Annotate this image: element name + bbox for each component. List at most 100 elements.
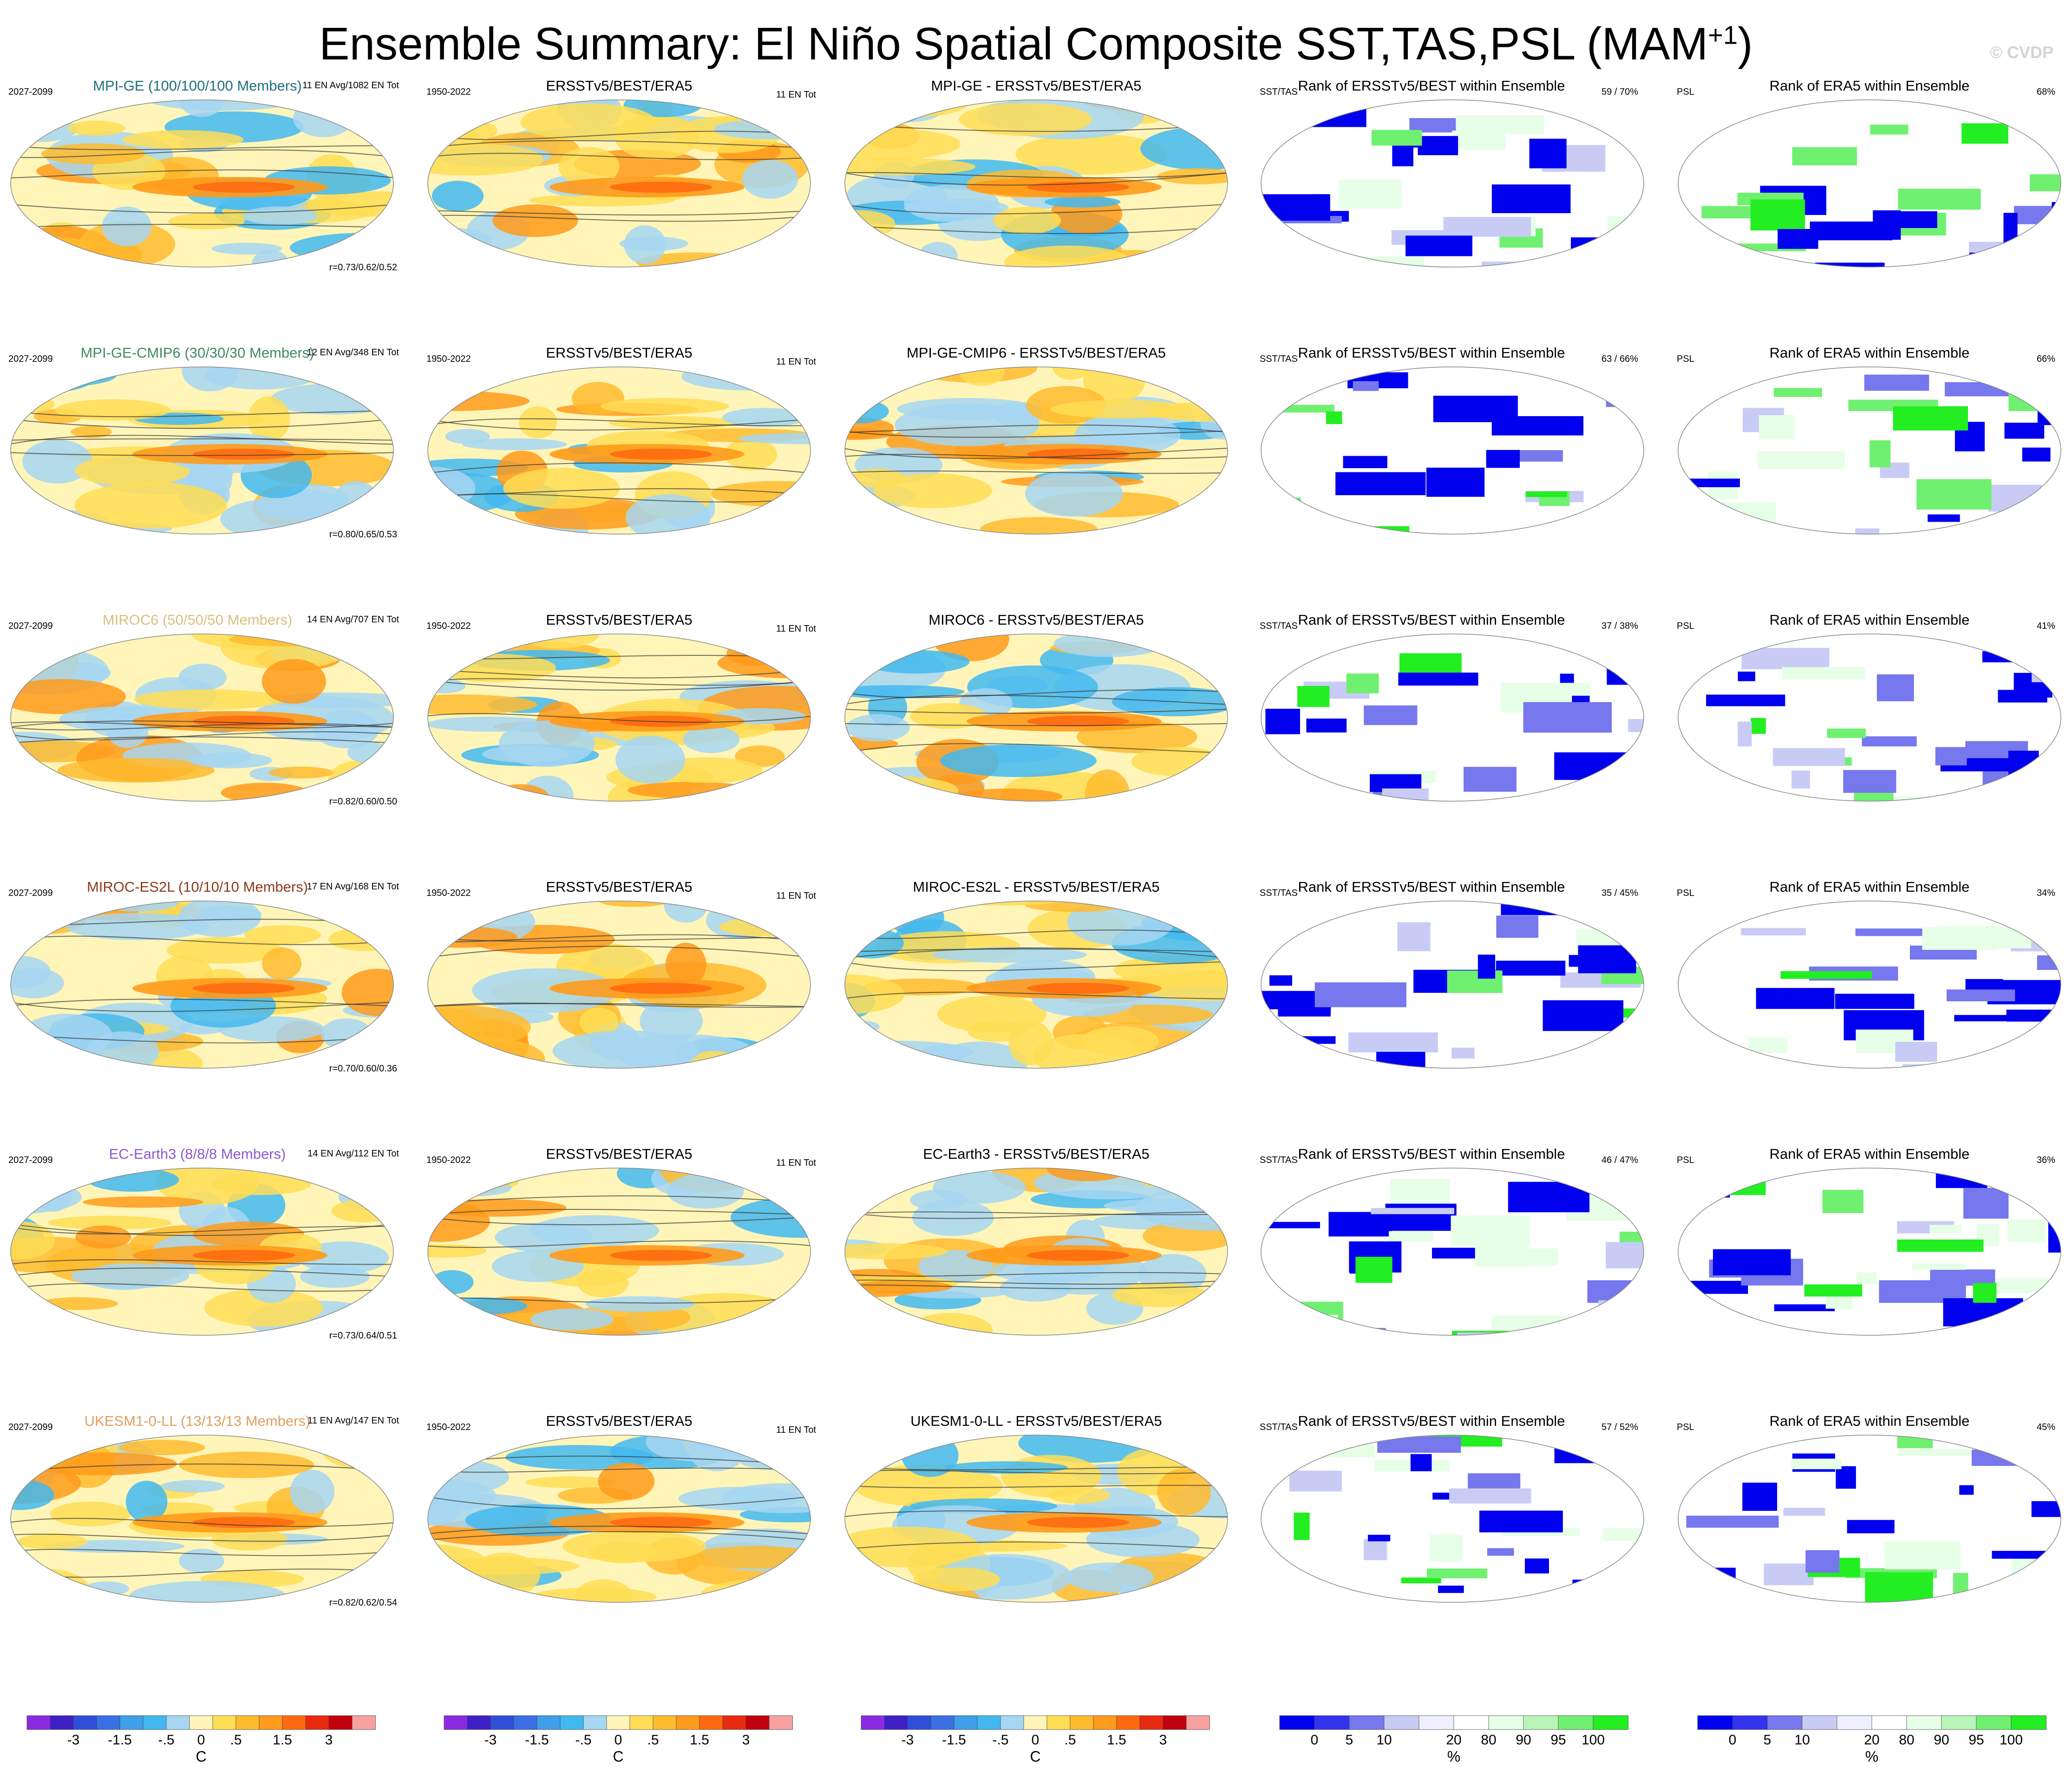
difference-map-3 (844, 901, 1228, 1069)
observed-years-5: 1950-2022 (426, 1422, 471, 1432)
colorbar-label: -.5 (575, 1732, 592, 1748)
rank-psl-title-3: Rank of ERA5 within Ensemble (1769, 879, 1970, 895)
colorbar-swatch (1070, 1715, 1094, 1730)
colorbar-swatch (1418, 1715, 1454, 1730)
rank-sst-map-2 (1261, 633, 1644, 802)
colorbar-label: 0 (1031, 1732, 1039, 1748)
colorbar-swatch (1023, 1715, 1047, 1730)
difference-map-5 (844, 1435, 1228, 1603)
colorbar-swatch (352, 1715, 376, 1730)
colorbar-swatch (884, 1715, 908, 1730)
colorbar-swatch (50, 1715, 74, 1730)
observed-map-1 (427, 366, 811, 535)
observed-map-2 (427, 633, 811, 802)
observed-map-3 (427, 901, 811, 1069)
colorbar-swatch (653, 1715, 677, 1730)
colorbar-swatch (143, 1715, 167, 1730)
rank-sst-map-3 (1261, 901, 1644, 1069)
colorbar-label: 1.5 (690, 1732, 709, 1748)
rank-psl-value-5: 45% (2036, 1422, 2055, 1432)
model-title-0: MPI-GE (100/100/100 Members) (93, 78, 302, 94)
colorbar-swatch (977, 1715, 1001, 1730)
colorbar-swatch (722, 1715, 746, 1730)
difference-map-2 (844, 633, 1228, 802)
colorbar-swatch (305, 1715, 329, 1730)
ensemble-count-3: 17 EN Avg/168 EN Tot (307, 881, 399, 892)
ensemble-map-3 (10, 901, 394, 1069)
rank-sst-tag-1: SST/TAS (1260, 354, 1298, 364)
colorbar-swatch (676, 1715, 700, 1730)
colorbar-swatch (1976, 1715, 2012, 1730)
colorbar-label: -.5 (158, 1732, 175, 1748)
colorbar-unit: C (1030, 1748, 1041, 1765)
ensemble-years-5: 2027-2099 (8, 1422, 53, 1432)
observed-title-0: ERSSTv5/BEST/ERA5 (546, 78, 693, 94)
rank-psl-tag-5: PSL (1677, 1422, 1694, 1432)
colorbar-swatch (212, 1715, 236, 1730)
ensemble-map-0 (10, 99, 394, 268)
colorbar-swatch (954, 1715, 978, 1730)
observed-title-4: ERSSTv5/BEST/ERA5 (546, 1146, 693, 1162)
observed-years-3: 1950-2022 (426, 888, 471, 898)
colorbar-label: 10 (1376, 1732, 1392, 1748)
colorbar-label: 0 (1728, 1732, 1737, 1748)
colorbar-swatch (1116, 1715, 1140, 1730)
colorbar-swatch (583, 1715, 607, 1730)
rank-sst-map-1 (1261, 366, 1644, 535)
difference-title-2: MIROC6 - ERSSTv5/BEST/ERA5 (928, 612, 1144, 628)
colorbar-swatch (328, 1715, 353, 1730)
colorbar-label: 100 (1999, 1732, 2023, 1748)
rank-psl-map-0 (1678, 99, 2061, 268)
colorbar-unit: % (1865, 1748, 1879, 1765)
colorbar-swatch (1488, 1715, 1524, 1730)
colorbar-swatch (119, 1715, 144, 1730)
difference-map-0 (844, 99, 1228, 268)
rank-psl-tag-0: PSL (1677, 87, 1694, 97)
rank-sst-map-5 (1261, 1435, 1644, 1603)
rank-sst-tag-0: SST/TAS (1260, 87, 1298, 97)
rank-psl-title-2: Rank of ERA5 within Ensemble (1769, 612, 1970, 628)
title-close: ) (1738, 18, 1753, 69)
difference-map-4 (844, 1168, 1228, 1336)
rank-sst-title-5: Rank of ERSSTv5/BEST within Ensemble (1298, 1413, 1565, 1429)
colorbar-swatch (1871, 1715, 1907, 1730)
colorbar-swatch (606, 1715, 630, 1730)
colorbar-label: 0 (1310, 1732, 1319, 1748)
observed-title-3: ERSSTv5/BEST/ERA5 (546, 879, 693, 895)
observed-count-0: 11 EN Tot (776, 90, 816, 100)
ensemble-count-1: 12 EN Avg/348 EN Tot (307, 347, 399, 358)
colorbar-swatch (513, 1715, 537, 1730)
rank-sst-map-4 (1261, 1168, 1644, 1336)
colorbar-swatch (1906, 1715, 1942, 1730)
observed-title-1: ERSSTv5/BEST/ERA5 (546, 345, 693, 361)
colorbar-label: -3 (67, 1732, 80, 1748)
colorbar-label: -1.5 (525, 1732, 549, 1748)
colorbar-unit: % (1447, 1748, 1461, 1765)
page-title: Ensemble Summary: El Niño Spatial Compos… (0, 18, 2072, 70)
colorbar-swatch (1000, 1715, 1024, 1730)
model-title-1: MPI-GE-CMIP6 (30/30/30 Members) (80, 345, 314, 361)
colorbar-label: 20 (1446, 1732, 1462, 1748)
rank-psl-value-2: 41% (2036, 621, 2055, 631)
observed-map-5 (427, 1435, 811, 1603)
rank-psl-map-2 (1678, 633, 2061, 802)
rank-sst-title-3: Rank of ERSSTv5/BEST within Ensemble (1298, 879, 1565, 895)
colorbar-swatch (467, 1715, 491, 1730)
colorbar-swatch (1941, 1715, 1977, 1730)
colorbar-swatch (745, 1715, 770, 1730)
ensemble-map-1 (10, 366, 394, 535)
colorbar-swatch (1802, 1715, 1837, 1730)
colorbar-label: .5 (1064, 1732, 1076, 1748)
difference-title-4: EC-Earth3 - ERSSTv5/BEST/ERA5 (923, 1146, 1150, 1162)
pattern-correlation-0: r=0.73/0.62/0.52 (329, 262, 397, 273)
colorbar-swatch (1837, 1715, 1872, 1730)
rank-sst-value-4: 46 / 47% (1601, 1155, 1638, 1165)
ensemble-count-4: 14 EN Avg/112 EN Tot (307, 1149, 399, 1159)
rank-psl-map-5 (1678, 1435, 2061, 1603)
ensemble-years-3: 2027-2099 (8, 888, 53, 898)
rank-sst-value-2: 37 / 38% (1601, 621, 1638, 631)
colorbar-swatch (1163, 1715, 1187, 1730)
observed-count-3: 11 EN Tot (776, 891, 816, 901)
colorbar-label: -1.5 (108, 1732, 132, 1748)
